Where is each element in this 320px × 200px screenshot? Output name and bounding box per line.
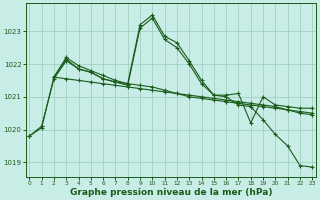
X-axis label: Graphe pression niveau de la mer (hPa): Graphe pression niveau de la mer (hPa) [69, 188, 272, 197]
